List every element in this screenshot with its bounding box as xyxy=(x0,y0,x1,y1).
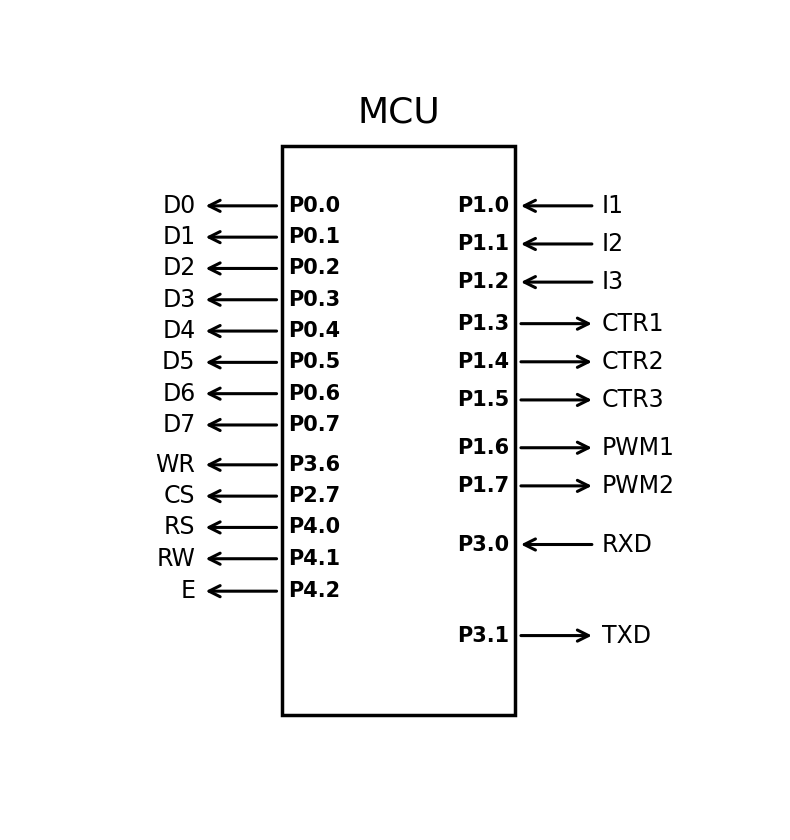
Text: P4.2: P4.2 xyxy=(288,581,340,601)
Text: RXD: RXD xyxy=(602,533,653,557)
Text: P1.0: P1.0 xyxy=(457,196,509,216)
Text: P1.2: P1.2 xyxy=(457,272,509,292)
Text: I3: I3 xyxy=(602,270,624,294)
Text: P4.0: P4.0 xyxy=(288,517,340,538)
Text: P0.4: P0.4 xyxy=(288,321,340,341)
Text: CS: CS xyxy=(164,484,195,508)
Text: CTR2: CTR2 xyxy=(602,349,664,374)
Text: P4.1: P4.1 xyxy=(288,549,340,569)
Text: TXD: TXD xyxy=(602,623,651,648)
Text: P0.2: P0.2 xyxy=(288,259,340,278)
Text: I1: I1 xyxy=(602,194,624,218)
Text: P3.1: P3.1 xyxy=(457,626,509,646)
Text: P0.5: P0.5 xyxy=(288,352,340,372)
Text: P3.6: P3.6 xyxy=(288,454,340,475)
Text: P0.6: P0.6 xyxy=(288,384,340,404)
Text: P1.4: P1.4 xyxy=(457,352,509,372)
Text: D4: D4 xyxy=(162,319,195,343)
Text: CTR3: CTR3 xyxy=(602,388,664,412)
Text: P1.5: P1.5 xyxy=(457,390,509,410)
Text: WR: WR xyxy=(156,453,195,477)
Text: E: E xyxy=(180,579,195,603)
Text: P2.7: P2.7 xyxy=(288,486,340,507)
Text: D0: D0 xyxy=(162,194,195,218)
Text: P1.3: P1.3 xyxy=(457,313,509,333)
Text: P0.1: P0.1 xyxy=(288,227,340,247)
Text: P3.0: P3.0 xyxy=(457,534,509,554)
Text: RW: RW xyxy=(156,547,195,570)
Text: RS: RS xyxy=(164,516,195,539)
Bar xyxy=(282,146,515,715)
Text: D6: D6 xyxy=(162,381,195,406)
Text: D5: D5 xyxy=(162,350,195,375)
Text: D7: D7 xyxy=(162,413,195,437)
Text: P0.7: P0.7 xyxy=(288,415,340,435)
Text: P1.1: P1.1 xyxy=(457,234,509,254)
Text: P1.6: P1.6 xyxy=(457,438,509,458)
Text: P0.0: P0.0 xyxy=(288,196,340,216)
Text: P0.3: P0.3 xyxy=(288,290,340,310)
Text: PWM1: PWM1 xyxy=(602,436,675,459)
Text: P1.7: P1.7 xyxy=(457,476,509,496)
Text: CTR1: CTR1 xyxy=(602,312,664,336)
Text: I2: I2 xyxy=(602,232,624,256)
Text: D3: D3 xyxy=(162,288,195,312)
Text: D1: D1 xyxy=(163,225,195,249)
Text: PWM2: PWM2 xyxy=(602,474,675,498)
Text: D2: D2 xyxy=(162,256,195,281)
Text: MCU: MCU xyxy=(357,96,440,130)
